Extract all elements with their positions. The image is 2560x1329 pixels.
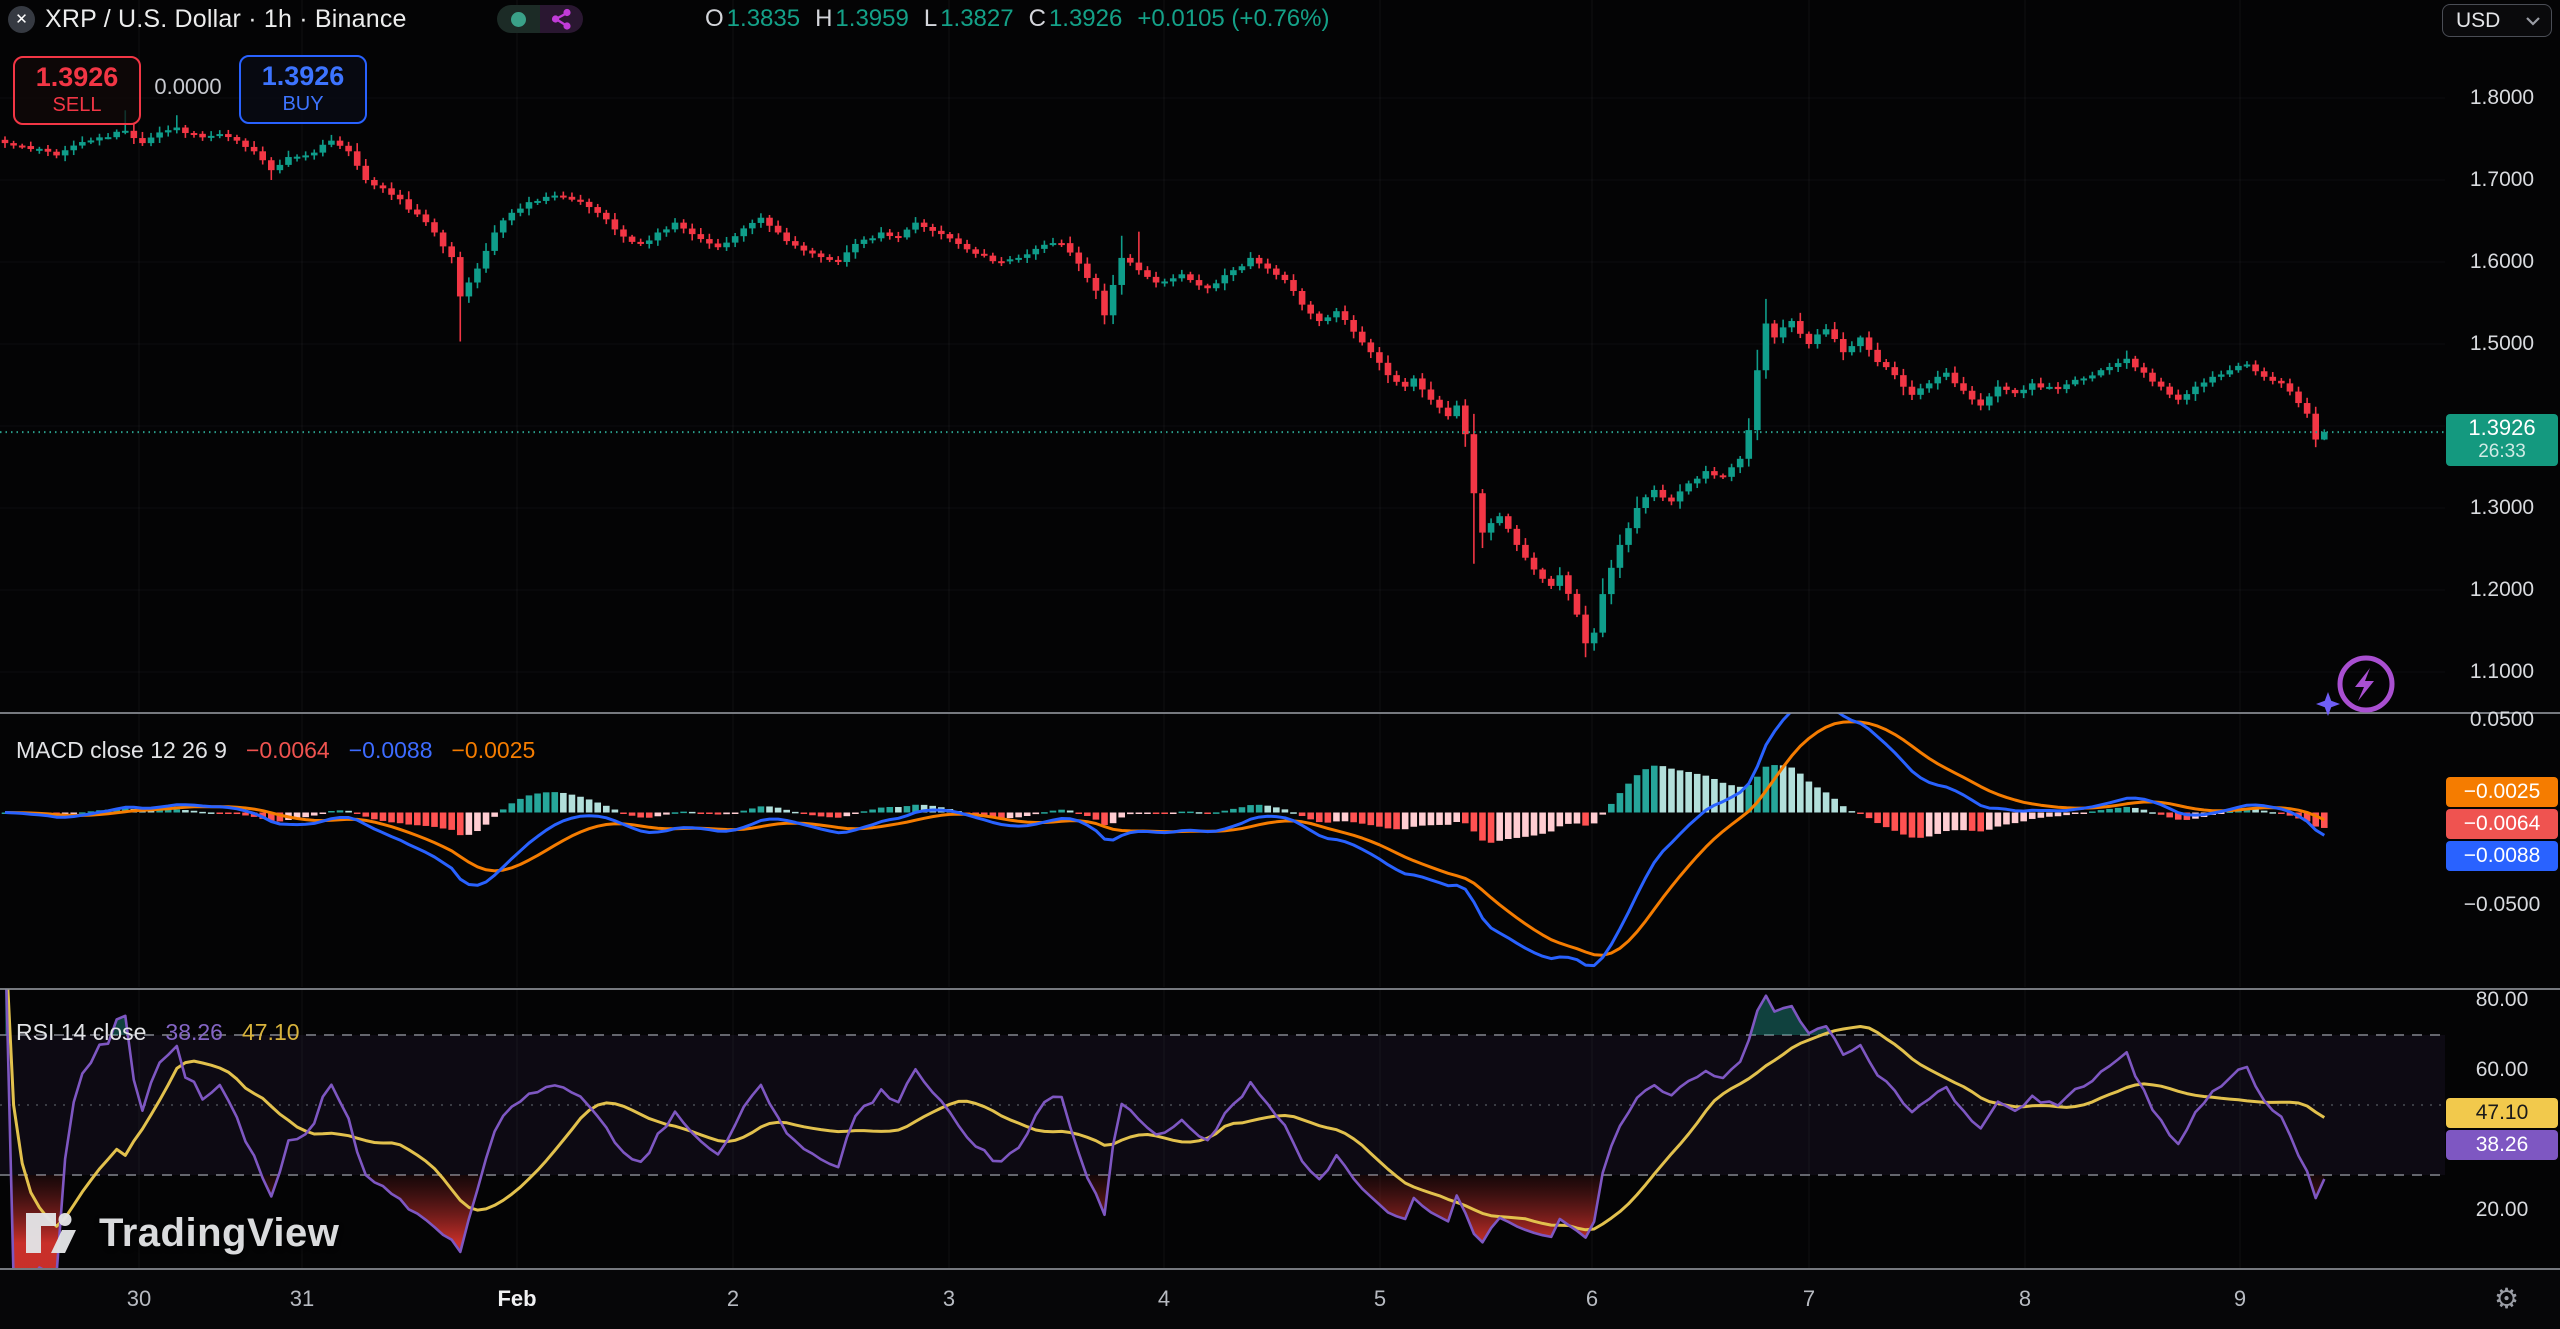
axis-label: −0.0500 (2463, 893, 2541, 916)
low-label: L (923, 5, 938, 32)
time-axis-label: 31 (289, 1286, 315, 1311)
time-axis-label: 8 (2018, 1286, 2032, 1311)
time-axis-label: 2 (726, 1286, 740, 1311)
chevron-down-icon (2526, 16, 2540, 26)
price-change: +0.0105 (+0.76%) (1137, 5, 1330, 32)
axis-label: 1.6000 (2469, 250, 2535, 273)
axis-label: 1.7000 (2469, 168, 2535, 191)
time-axis-label: 5 (1373, 1286, 1387, 1311)
close-value: 1.3926 (1048, 5, 1123, 32)
open-value: 1.3835 (726, 5, 801, 32)
currency-label: USD (2456, 8, 2501, 32)
tradingview-watermark: TradingView (24, 1210, 339, 1256)
close-label: C (1028, 5, 1046, 32)
time-axis-label: 3 (942, 1286, 956, 1311)
axis-label: 1.5000 (2469, 332, 2535, 355)
buy-label: BUY (282, 93, 324, 115)
macd-hist-value: −0.0064 (245, 737, 330, 763)
sell-label: SELL (52, 94, 102, 116)
currency-selector[interactable]: USD (2442, 4, 2552, 37)
high-label: H (815, 5, 833, 32)
rsi-ma-badge: 47.10 (2446, 1098, 2558, 1128)
time-axis-label: 7 (1802, 1286, 1816, 1311)
rsi-pane[interactable] (0, 930, 2445, 1280)
axis-label: 0.0500 (2469, 708, 2535, 731)
bar-countdown: 26:33 (2478, 441, 2526, 462)
rsi-title: RSI 14 close (16, 1019, 147, 1045)
last-price-badge: 1.3926 26:33 (2446, 414, 2558, 466)
pane-separator (0, 1268, 2560, 1270)
macd-signal-badge: −0.0025 (2446, 777, 2558, 807)
price-pane[interactable] (0, 0, 2445, 711)
chart-canvas[interactable] (0, 0, 2445, 1329)
axis-label: 60.00 (2475, 1058, 2529, 1081)
xrp-logo-icon: ✕ (8, 5, 35, 33)
pane-separator[interactable] (0, 988, 2560, 990)
time-axis-label: 9 (2233, 1286, 2247, 1311)
axis-label: 20.00 (2475, 1198, 2529, 1221)
axis-label: 1.1000 (2469, 660, 2535, 683)
axis-label: 1.3000 (2469, 496, 2535, 519)
axis-label: 1.8000 (2469, 86, 2535, 109)
macd-line-value: −0.0088 (348, 737, 433, 763)
macd-hist-badge: −0.0064 (2446, 809, 2558, 839)
time-axis-label: 30 (126, 1286, 152, 1311)
sell-button[interactable]: 1.3926 SELL (13, 56, 141, 125)
axis-label: 1.2000 (2469, 578, 2535, 601)
buy-price: 1.3926 (261, 61, 345, 91)
pane-separator[interactable] (0, 712, 2560, 714)
time-axis-label: 4 (1157, 1286, 1171, 1311)
macd-pane[interactable] (1, 707, 2328, 987)
rsi-legend[interactable]: RSI 14 close 38.26 47.10 (16, 1019, 300, 1046)
rsi-value: 38.26 (165, 1019, 223, 1045)
time-axis-label: Feb (497, 1286, 537, 1311)
last-price-value: 1.3926 (2468, 415, 2536, 440)
market-open-dot-icon (511, 11, 526, 27)
symbol-title[interactable]: XRP / U.S. Dollar · 1h · Binance (45, 4, 407, 33)
time-axis[interactable]: ⚙ 30 31 Feb 2 3 4 5 6 7 8 9 (0, 1270, 2560, 1329)
macd-legend[interactable]: MACD close 12 26 9 −0.0064 −0.0088 −0.00… (16, 737, 535, 764)
axis-label: 80.00 (2475, 988, 2529, 1011)
gear-icon[interactable]: ⚙ (2494, 1282, 2520, 1315)
rsi-ma-value: 47.10 (241, 1019, 300, 1045)
time-axis-label: 6 (1585, 1286, 1599, 1311)
share-icon[interactable] (540, 5, 583, 33)
watermark-text: TradingView (99, 1210, 340, 1255)
symbol-header: ✕ XRP / U.S. Dollar · 1h · Binance (8, 3, 407, 35)
high-value: 1.3959 (835, 5, 909, 32)
spread-value: 0.0000 (154, 74, 222, 99)
flash-replay-icon[interactable] (2310, 646, 2410, 722)
macd-line-badge: −0.0088 (2446, 841, 2558, 871)
tradingview-logo-icon (26, 1213, 76, 1253)
ohlc-readout: O 1.3835 H 1.3959 L 1.3827 C 1.3926 +0.0105 … (705, 3, 1329, 35)
buy-button[interactable]: 1.3926 BUY (239, 55, 367, 124)
sell-price: 1.3926 (35, 62, 119, 92)
low-value: 1.3827 (940, 5, 1014, 32)
rsi-badge: 38.26 (2446, 1130, 2558, 1160)
open-label: O (705, 5, 724, 32)
sparkle-icon (2316, 692, 2340, 716)
market-status-pill[interactable] (497, 5, 583, 33)
macd-signal-value: −0.0025 (451, 737, 536, 763)
macd-title: MACD close 12 26 9 (16, 737, 227, 763)
